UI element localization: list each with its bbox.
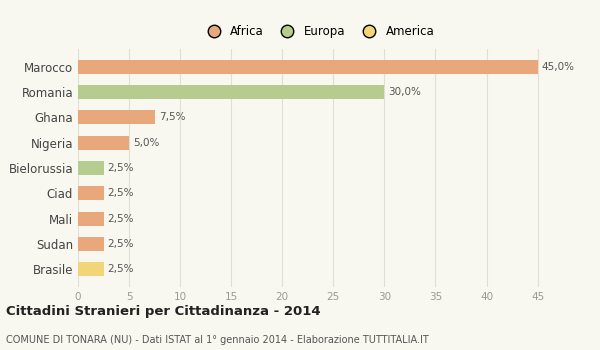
Text: 7,5%: 7,5%: [158, 112, 185, 122]
Text: 5,0%: 5,0%: [133, 138, 160, 148]
Bar: [78, 60, 538, 74]
Bar: [78, 161, 104, 175]
Text: 45,0%: 45,0%: [542, 62, 575, 72]
Bar: [78, 111, 155, 124]
Text: Cittadini Stranieri per Cittadinanza - 2014: Cittadini Stranieri per Cittadinanza - 2…: [6, 305, 320, 318]
Bar: [78, 136, 129, 150]
Bar: [78, 212, 104, 225]
Text: 30,0%: 30,0%: [388, 87, 421, 97]
Text: 2,5%: 2,5%: [107, 239, 134, 249]
Text: 2,5%: 2,5%: [107, 163, 134, 173]
Bar: [78, 186, 104, 200]
Bar: [78, 237, 104, 251]
Text: 2,5%: 2,5%: [107, 188, 134, 198]
Bar: [78, 85, 385, 99]
Text: 2,5%: 2,5%: [107, 214, 134, 224]
Text: COMUNE DI TONARA (NU) - Dati ISTAT al 1° gennaio 2014 - Elaborazione TUTTITALIA.: COMUNE DI TONARA (NU) - Dati ISTAT al 1°…: [6, 335, 429, 345]
Bar: [78, 262, 104, 276]
Legend: Africa, Europa, America: Africa, Europa, America: [202, 25, 434, 38]
Text: 2,5%: 2,5%: [107, 264, 134, 274]
